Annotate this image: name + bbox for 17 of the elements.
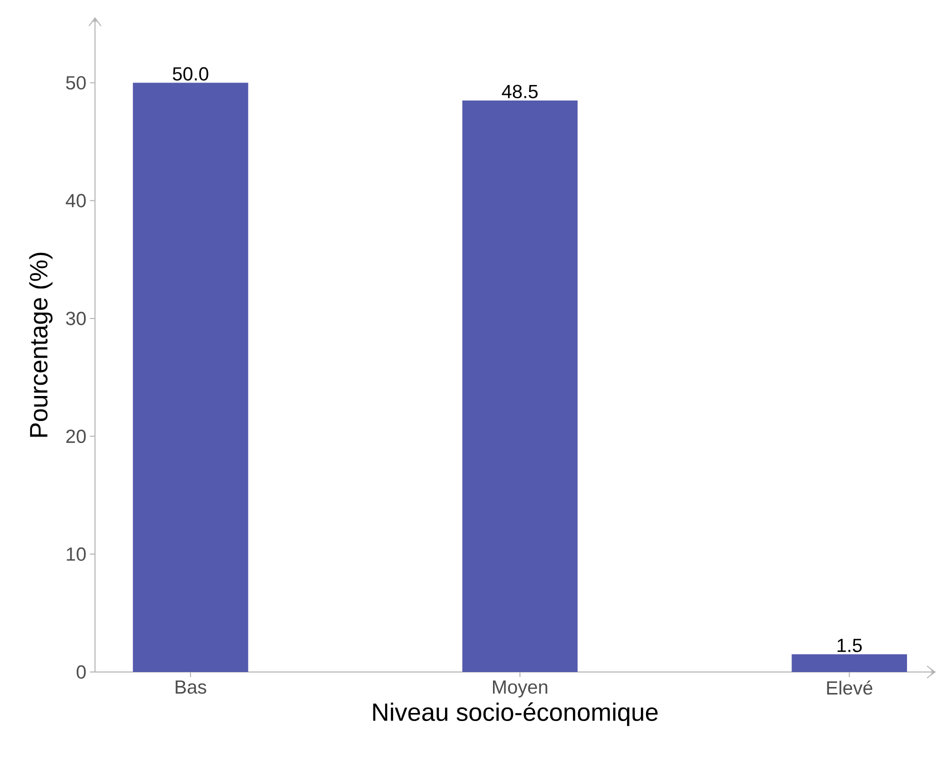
bar	[792, 654, 908, 672]
bar	[132, 82, 248, 672]
x-tick-label: Bas	[176, 680, 206, 694]
data-label: 1.5	[838, 638, 862, 652]
y-tick-label: 20	[66, 430, 86, 444]
y-tick-label: 10	[66, 547, 86, 561]
data-label: 48.5	[502, 84, 538, 98]
y-tick-label: 50	[66, 76, 86, 90]
x-tick-label: Elevé	[827, 680, 872, 695]
x-tick-label: Moyen	[493, 680, 548, 698]
y-axis-title: Pourcentage (%)	[29, 252, 53, 437]
y-tick-label: 40	[66, 194, 86, 208]
y-tick-label: 0	[76, 665, 86, 679]
data-label: 50.0	[172, 67, 208, 81]
x-axis-title: Niveau socio-économique	[373, 702, 658, 726]
y-tick-label: 30	[66, 312, 86, 326]
bar	[462, 100, 578, 672]
